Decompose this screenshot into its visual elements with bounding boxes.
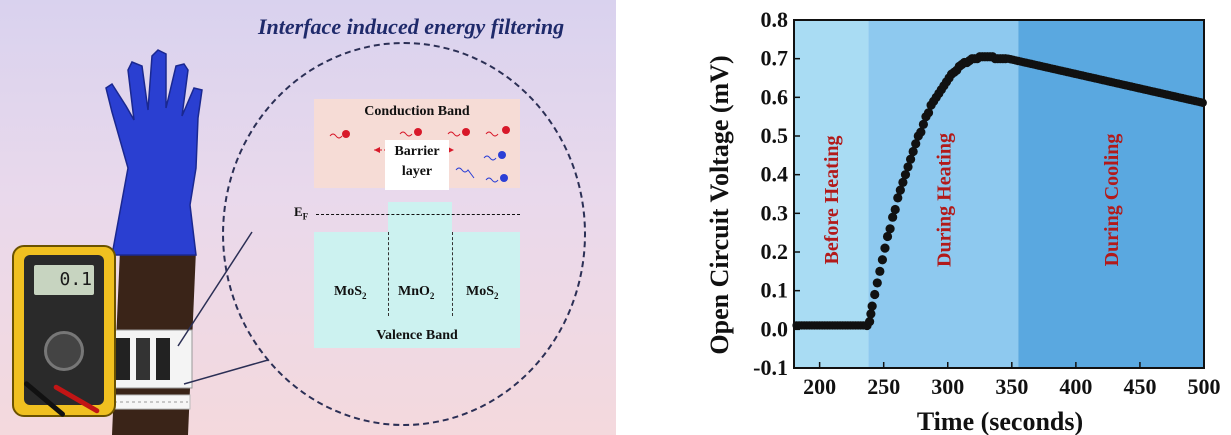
mno2-band-column <box>388 202 452 236</box>
valence-band-label: Valence Band <box>376 328 458 343</box>
y-axis-title: Open Circuit Voltage (mV) <box>705 55 734 354</box>
data-point <box>893 193 903 203</box>
voltage-chart: -0.1 0.0 0.1 0.2 0.3 0.4 0.5 0.6 0.7 0.8 200 250 300… <box>705 7 1221 435</box>
data-point <box>1198 98 1207 107</box>
x-tick-label: 200 <box>803 374 836 399</box>
data-point <box>923 108 934 118</box>
hole-particles <box>455 151 508 183</box>
gloved-hand-illustration <box>105 49 203 435</box>
material-label-mno2: MnO2 <box>398 284 435 301</box>
barrier-layer-box <box>385 140 449 190</box>
x-tick-label: 500 <box>1188 374 1221 399</box>
multimeter-screen <box>34 265 94 295</box>
data-point <box>905 154 916 164</box>
region-backgrounds <box>793 19 1205 369</box>
data-point <box>911 139 921 149</box>
region-label: During Cooling <box>1101 134 1123 267</box>
x-axis-title: Time (seconds) <box>917 407 1083 435</box>
data-point <box>872 278 882 288</box>
data-point <box>877 255 888 265</box>
region-background-0 <box>794 20 869 368</box>
y-tick-label: 0.6 <box>761 84 789 109</box>
multimeter-reading: 0.1 <box>59 269 92 290</box>
data-point <box>885 224 895 234</box>
data-point <box>882 231 893 242</box>
data-point <box>888 212 898 222</box>
region-label: During Heating <box>933 133 955 267</box>
y-tick-label: 0.1 <box>761 278 789 303</box>
barrier-layer-label: Barrier layer <box>394 144 440 179</box>
region-background-1 <box>868 20 1019 368</box>
schematic-title: Interface induced energy filtering <box>258 14 565 39</box>
y-tick-label: 0.0 <box>761 316 789 341</box>
y-tick-label: 0.7 <box>761 46 789 71</box>
axis-ticks: -0.1 0.0 0.1 0.2 0.3 0.4 0.5 0.6 0.7 0.8 200 250 300… <box>753 7 1220 399</box>
data-point <box>895 185 905 195</box>
data-point <box>908 146 918 157</box>
data-point <box>866 309 876 319</box>
data-point <box>875 266 885 276</box>
electron-particles <box>329 126 510 139</box>
x-tick-label: 350 <box>995 374 1028 399</box>
data-points <box>792 52 1207 331</box>
data-point <box>918 119 929 129</box>
zoom-circle <box>222 42 586 426</box>
data-point <box>898 177 908 187</box>
material-label-mos2-left: MoS2 <box>334 284 367 301</box>
conduction-band-label: Conduction Band <box>364 104 470 119</box>
fermi-level-label: EF <box>294 204 309 222</box>
x-tick-label: 300 <box>931 374 964 399</box>
data-point <box>900 170 911 180</box>
y-tick-label: 0.4 <box>761 162 789 187</box>
y-tick-label: 0.3 <box>761 200 789 225</box>
data-point <box>867 301 877 311</box>
y-tick-label: 0.5 <box>761 123 789 148</box>
data-point <box>903 162 913 172</box>
x-tick-label: 250 <box>867 374 900 399</box>
material-label-mos2-right: MoS2 <box>466 284 499 301</box>
x-tick-label: 400 <box>1059 374 1092 399</box>
data-point <box>890 204 900 215</box>
y-tick-label: 0.2 <box>761 239 789 264</box>
data-point <box>880 243 890 253</box>
schematic-panel: Interface induced energy filtering Condu… <box>0 0 616 435</box>
chart-panel: -0.1 0.0 0.1 0.2 0.3 0.4 0.5 0.6 0.7 0.8 200 250 300… <box>690 0 1231 435</box>
region-label: Before Heating <box>821 135 843 264</box>
data-point <box>916 127 926 137</box>
plot-frame <box>793 19 1205 369</box>
interface-divider-left <box>388 232 389 316</box>
y-tick-label: -0.1 <box>753 355 788 380</box>
multimeter-dial <box>44 331 84 371</box>
region-labels: Before Heating During Heating During Cooli… <box>821 133 1123 267</box>
valence-band-region <box>314 232 520 348</box>
data-point <box>870 289 880 300</box>
glove-shape <box>105 49 203 256</box>
interface-divider-right <box>452 232 453 316</box>
x-tick-label: 450 <box>1123 374 1156 399</box>
fermi-level-line <box>316 214 520 215</box>
multimeter-icon: 0.1 <box>12 245 116 418</box>
y-tick-label: 0.8 <box>761 7 789 32</box>
data-point <box>864 317 875 327</box>
